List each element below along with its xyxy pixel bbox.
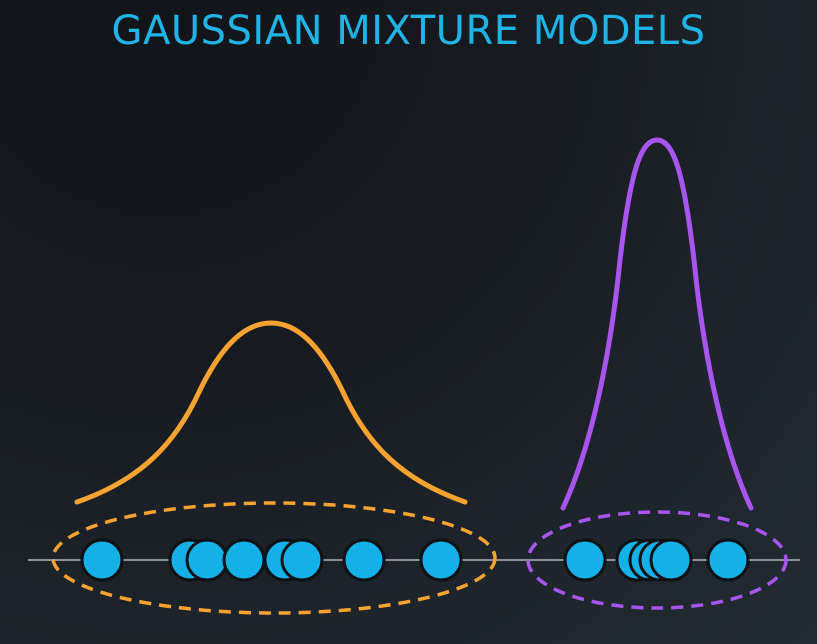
- cluster-1-points: [80, 538, 463, 582]
- cluster-ellipse-1: [51, 501, 497, 615]
- data-point: [280, 538, 324, 582]
- gaussian-curve-2: [560, 137, 754, 511]
- data-point: [563, 538, 607, 582]
- data-point: [419, 538, 463, 582]
- cluster-2-points: [563, 538, 750, 582]
- data-point: [80, 538, 124, 582]
- data-point: [649, 538, 693, 582]
- gaussian-curve-1: [74, 320, 468, 505]
- data-point: [185, 538, 229, 582]
- data-point: [706, 538, 750, 582]
- cluster-ellipse-2: [526, 510, 788, 610]
- data-point: [222, 538, 266, 582]
- data-point: [342, 538, 386, 582]
- page-title: GAUSSIAN MIXTURE MODELS: [111, 8, 706, 54]
